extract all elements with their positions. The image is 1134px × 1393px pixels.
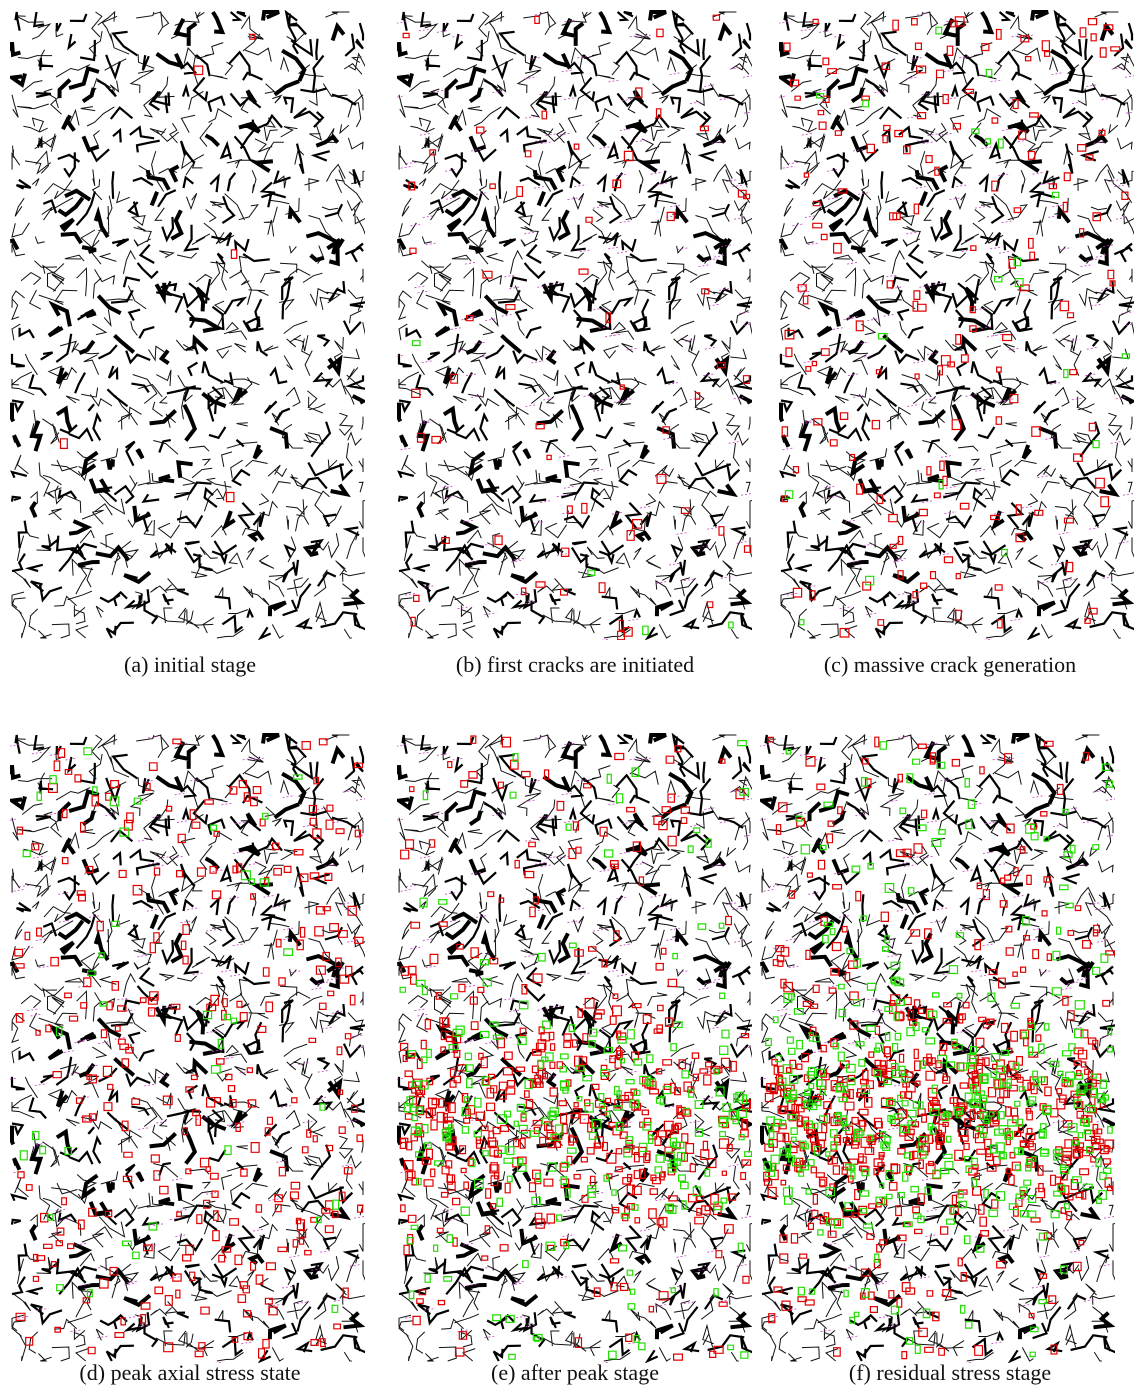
- crack-thick: [762, 735, 1113, 1339]
- caption: (e) after peak stage: [385, 1360, 765, 1386]
- panel-a: [10, 10, 365, 640]
- crack-thick: [399, 12, 750, 616]
- caption: (d) peak axial stress state: [0, 1360, 380, 1386]
- caption: (b) first cracks are initiated: [385, 652, 765, 678]
- caption: (c) massive crack generation: [760, 652, 1134, 678]
- tensile-crack: [61, 34, 255, 501]
- crack-medium: [12, 12, 365, 638]
- shear-crack: [413, 341, 734, 635]
- crack-medium: [399, 735, 752, 1361]
- crack-thick: [12, 12, 363, 616]
- caption: (a) initial stage: [0, 652, 380, 678]
- panel-b: [397, 10, 752, 640]
- crack-medium: [762, 735, 1115, 1361]
- crack-thick: [781, 12, 1132, 616]
- panel-d: [10, 733, 365, 1363]
- crack-medium: [399, 12, 752, 638]
- caption: (f) residual stress stage: [760, 1360, 1134, 1386]
- shear-crack: [764, 742, 1113, 1357]
- crack-medium: [781, 12, 1134, 638]
- panel-c: [779, 10, 1134, 640]
- panel-e: [397, 733, 752, 1363]
- crack-medium: [12, 735, 365, 1361]
- figure: (a) initial stage (b) first cracks are i…: [0, 0, 1134, 1393]
- panel-f: [760, 733, 1115, 1363]
